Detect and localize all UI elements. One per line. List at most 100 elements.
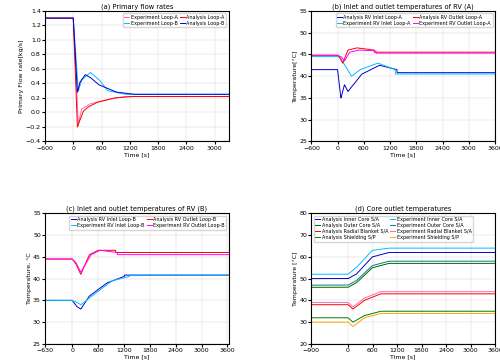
Analysis RV Outlet Loop-B [95, 248, 101, 252]
Analysis Inner Core S/A [346, 276, 352, 281]
Analysis RV Inlet Loop-B [122, 273, 128, 277]
Experiment Radial Blanket S/A [441, 290, 447, 294]
Line: Analysis RV Inlet Loop-A: Analysis RV Inlet Loop-A [312, 65, 495, 98]
Experiment Loop-A [76, 121, 82, 126]
Analysis Loop-A [188, 94, 194, 99]
Analysis RV Inlet Loop-B [42, 298, 48, 303]
Analysis Outer Core S/A [456, 261, 462, 266]
Analysis Radial Blanket S/A [492, 292, 498, 296]
Experiment RV Outlet Loop-B [122, 252, 128, 257]
X-axis label: Time [s]: Time [s] [390, 354, 416, 359]
Experiment Outer Core S/A [308, 283, 314, 287]
Experiment RV Outlet Loop-A [492, 51, 498, 55]
Experiment RV Inlet Loop-A [348, 74, 354, 78]
Experiment RV Outlet Loop-B [78, 270, 84, 274]
Experiment RV Outlet Loop-B [70, 257, 75, 261]
Title: (b) Inlet and outlet temperatures of RV (A): (b) Inlet and outlet temperatures of RV … [332, 3, 474, 9]
Analysis Loop-A [129, 94, 135, 99]
Analysis RV Outlet Loop-B [70, 257, 75, 262]
Experiment RV Inlet Loop-B [122, 275, 128, 280]
Analysis Outer Core S/A [395, 261, 401, 266]
Experiment Loop-B [226, 92, 232, 97]
Experiment RV Outlet Loop-B [172, 252, 177, 257]
Y-axis label: Temperature, °C: Temperature, °C [26, 253, 32, 304]
Analysis Radial Blanket S/A [378, 292, 384, 296]
Analysis RV Outlet Loop-A [438, 50, 444, 54]
Analysis RV Inlet Loop-B [226, 273, 232, 277]
Experiment Shielding S/P [460, 311, 466, 316]
Line: Experiment RV Outlet Loop-B: Experiment RV Outlet Loop-B [45, 250, 228, 272]
Y-axis label: Temperature [°C]: Temperature [°C] [293, 251, 298, 306]
Experiment RV Outlet Loop-B [191, 252, 197, 257]
Analysis RV Inlet Loop-A [338, 96, 344, 100]
Experiment Shielding S/P [350, 324, 356, 329]
Analysis Shielding S/P [492, 309, 498, 313]
Analysis RV Outlet Loop-B [78, 272, 84, 277]
Experiment Loop-A [70, 23, 76, 28]
Experiment Radial Blanket S/A [492, 290, 498, 294]
Experiment RV Outlet Loop-A [356, 48, 362, 52]
Analysis Radial Blanket S/A [460, 292, 466, 296]
Experiment RV Inlet Loop-B [78, 303, 84, 307]
Analysis Loop-B [226, 92, 232, 97]
Experiment Inner Core S/A [441, 246, 447, 250]
Experiment RV Outlet Loop-B [226, 252, 232, 257]
Analysis Radial Blanket S/A [395, 292, 401, 296]
Experiment RV Inlet Loop-A [335, 55, 341, 59]
Analysis Shielding S/P [308, 316, 314, 320]
Experiment RV Inlet Loop-A [454, 72, 460, 76]
Experiment Outer Core S/A [441, 259, 447, 264]
Experiment RV Outlet Loop-A [388, 51, 394, 55]
Experiment RV Outlet Loop-A [342, 59, 347, 63]
Experiment Loop-B [123, 92, 129, 97]
Analysis Loop-B [172, 92, 177, 97]
Experiment Loop-A [188, 94, 194, 99]
Analysis Loop-B [42, 16, 48, 20]
Experiment RV Inlet Loop-A [457, 72, 463, 76]
Experiment Inner Core S/A [395, 246, 401, 250]
Analysis Shielding S/P [456, 309, 462, 313]
Experiment RV Outlet Loop-B [128, 252, 134, 257]
Analysis Outer Core S/A [308, 285, 314, 290]
Analysis Loop-B [129, 92, 135, 96]
Analysis RV Inlet Loop-B [128, 273, 134, 277]
Experiment Radial Blanket S/A [395, 290, 401, 294]
Legend: Experiment Loop-A, Experiment Loop-B, Analysis Loop-A, Analysis Loop-B: Experiment Loop-A, Experiment Loop-B, An… [123, 13, 226, 27]
Experiment RV Outlet Loop-A [308, 53, 314, 58]
Analysis RV Inlet Loop-A [308, 67, 314, 72]
Analysis Inner Core S/A [459, 250, 465, 254]
Y-axis label: Temperature[°C]: Temperature[°C] [293, 50, 298, 102]
Analysis RV Outlet Loop-A [388, 50, 394, 54]
Analysis RV Outlet Loop-B [226, 250, 232, 254]
Line: Experiment Shielding S/P: Experiment Shielding S/P [312, 313, 495, 327]
Analysis Shielding S/P [460, 309, 466, 313]
Analysis Loop-A [70, 25, 76, 29]
Experiment RV Outlet Loop-A [335, 53, 341, 58]
Experiment RV Outlet Loop-A [454, 51, 460, 55]
Analysis RV Inlet Loop-A [492, 71, 498, 75]
Experiment Outer Core S/A [456, 259, 462, 264]
Analysis Loop-A [172, 94, 177, 99]
Experiment Shielding S/P [401, 311, 407, 316]
Analysis Shielding S/P [441, 309, 447, 313]
Legend: Analysis RV Inlet Loop-B, Experiment RV Inlet Loop-B, Analysis RV Outlet Loop-B,: Analysis RV Inlet Loop-B, Experiment RV … [70, 216, 226, 230]
Experiment Loop-A [123, 94, 129, 99]
Title: (a) Primary flow rates: (a) Primary flow rates [100, 3, 173, 9]
Line: Experiment RV Inlet Loop-A: Experiment RV Inlet Loop-A [312, 56, 495, 76]
Experiment Inner Core S/A [308, 272, 314, 277]
Analysis RV Outlet Loop-A [354, 46, 360, 50]
X-axis label: Time [s]: Time [s] [124, 354, 150, 359]
Line: Experiment Loop-A: Experiment Loop-A [45, 18, 228, 123]
Analysis RV Outlet Loop-A [308, 53, 314, 58]
Analysis Radial Blanket S/A [308, 303, 314, 307]
Analysis Inner Core S/A [441, 250, 447, 254]
Analysis RV Outlet Loop-A [457, 50, 463, 54]
Analysis RV Inlet Loop-A [335, 71, 341, 75]
Analysis Shielding S/P [395, 309, 401, 313]
Analysis Loop-A [74, 125, 80, 129]
Experiment Radial Blanket S/A [460, 290, 466, 294]
Line: Experiment Loop-B: Experiment Loop-B [45, 18, 228, 94]
Analysis Loop-B [130, 92, 136, 97]
Analysis RV Inlet Loop-A [457, 71, 463, 75]
Analysis Inner Core S/A [492, 250, 498, 254]
